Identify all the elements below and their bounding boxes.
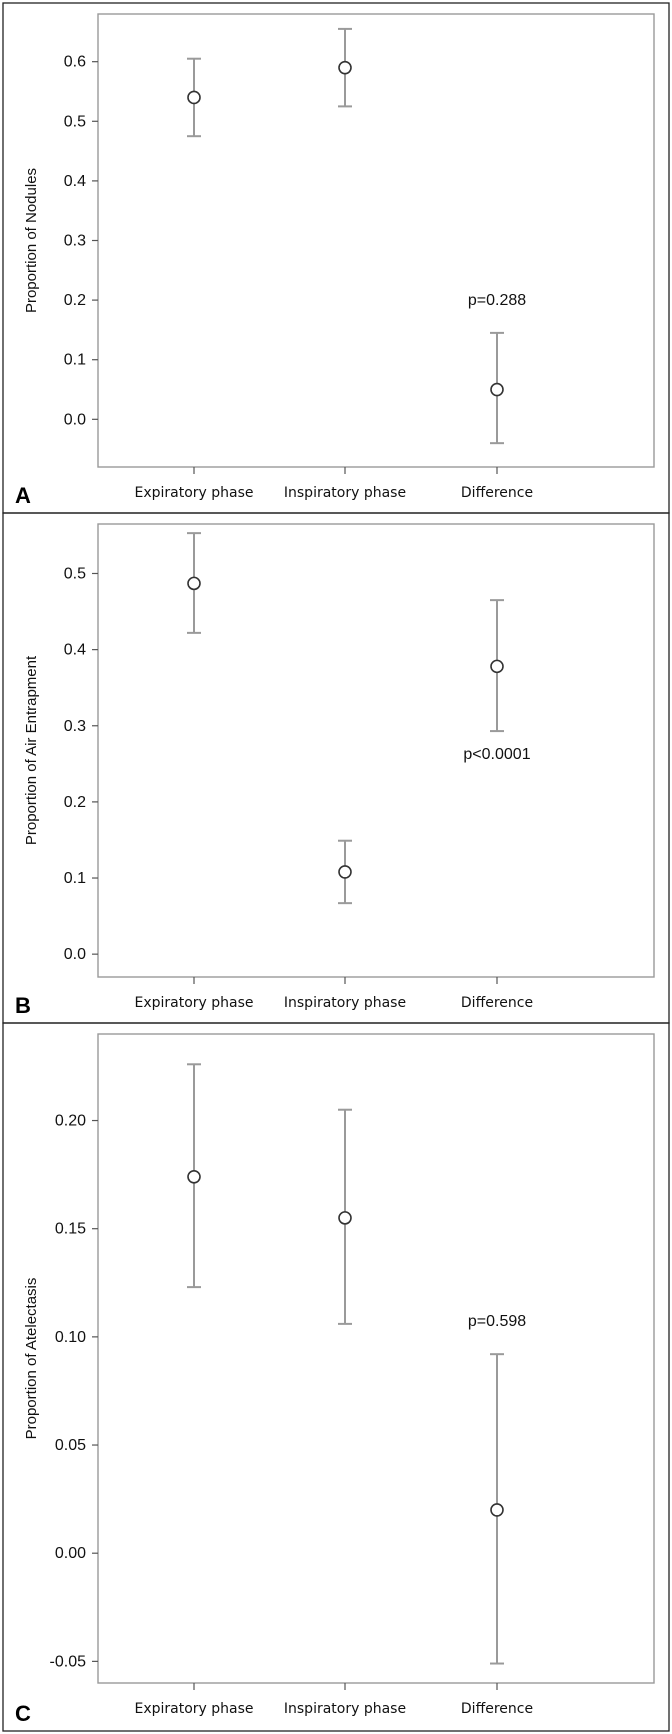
panel-border bbox=[2, 1022, 670, 1732]
panel-border bbox=[2, 512, 670, 1024]
y-tick-label: 0.20 bbox=[55, 1113, 86, 1130]
plot-area bbox=[97, 13, 655, 468]
y-tick-label: 0.10 bbox=[55, 1329, 86, 1346]
data-point bbox=[187, 90, 201, 105]
y-tick-label: 0.1 bbox=[64, 870, 86, 887]
y-tick-label: 0.2 bbox=[64, 794, 86, 811]
y-axis-label: Proportion of Atelectasis bbox=[23, 1278, 40, 1440]
y-tick-label: 0.00 bbox=[55, 1545, 86, 1562]
x-tick-label: Difference bbox=[461, 1701, 533, 1717]
y-axis-label: Proportion of Nodules bbox=[23, 168, 40, 313]
p-value-annotation: p=0.288 bbox=[468, 292, 526, 309]
y-tick-label: 0.4 bbox=[64, 642, 86, 659]
x-tick-label: Difference bbox=[461, 485, 533, 501]
y-tick-label: 0.4 bbox=[64, 173, 86, 190]
panel-letter: B bbox=[15, 993, 31, 1018]
data-point bbox=[338, 60, 352, 75]
data-point bbox=[490, 659, 504, 674]
x-tick-label: Inspiratory phase bbox=[284, 995, 406, 1011]
plot-area bbox=[97, 523, 655, 978]
data-point bbox=[490, 1503, 504, 1517]
data-point bbox=[338, 1211, 352, 1225]
x-tick-label: Inspiratory phase bbox=[284, 485, 406, 501]
panel-border bbox=[2, 2, 670, 514]
y-tick-label: -0.05 bbox=[50, 1653, 87, 1670]
plot-area bbox=[97, 1033, 655, 1684]
y-tick-label: 0.1 bbox=[64, 352, 86, 369]
data-point bbox=[338, 865, 352, 879]
y-tick-label: 0.2 bbox=[64, 292, 86, 309]
p-value-annotation: p<0.0001 bbox=[463, 746, 530, 763]
x-tick-label: Expiratory phase bbox=[134, 485, 253, 501]
y-tick-label: 0.5 bbox=[64, 565, 86, 582]
y-tick-label: 0.0 bbox=[64, 411, 86, 428]
y-tick-label: 0.05 bbox=[55, 1437, 86, 1454]
data-point bbox=[187, 576, 201, 591]
y-tick-label: 0.3 bbox=[64, 718, 86, 735]
panel-letter: C bbox=[15, 1701, 31, 1726]
p-value-annotation: p=0.598 bbox=[468, 1313, 526, 1330]
data-point bbox=[187, 1169, 201, 1184]
data-point bbox=[490, 382, 504, 397]
y-tick-label: 0.0 bbox=[64, 946, 86, 963]
y-axis-label: Proportion of Air Entrapment bbox=[23, 655, 40, 845]
y-tick-label: 0.15 bbox=[55, 1221, 86, 1238]
x-tick-label: Expiratory phase bbox=[134, 1701, 253, 1717]
y-tick-label: 0.6 bbox=[64, 54, 86, 71]
x-tick-label: Inspiratory phase bbox=[284, 1701, 406, 1717]
x-tick-label: Expiratory phase bbox=[134, 995, 253, 1011]
y-tick-label: 0.3 bbox=[64, 233, 86, 250]
panel-letter: A bbox=[15, 483, 31, 508]
x-tick-label: Difference bbox=[461, 995, 533, 1011]
y-tick-label: 0.5 bbox=[64, 113, 86, 130]
